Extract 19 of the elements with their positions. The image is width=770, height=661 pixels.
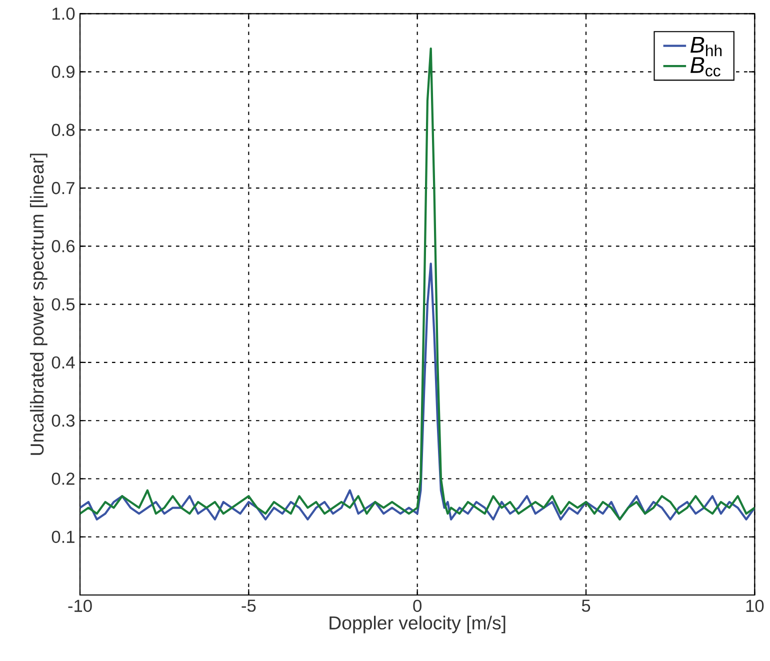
x-axis-title: Doppler velocity [m/s] xyxy=(330,616,506,634)
y-tick-label: 0.6 xyxy=(52,240,75,252)
y-axis-title: Uncalibrated power spectrum [linear] xyxy=(30,154,48,455)
x-tick-label: -5 xyxy=(242,600,256,612)
legend-label: B$_{cc}$ xyxy=(690,57,720,76)
legend-label: B$_{hh}$ xyxy=(690,36,722,56)
y-tick-label: 0.4 xyxy=(52,356,75,369)
y-tick-label: 0.9 xyxy=(52,66,74,78)
y-tick-label: 0.1 xyxy=(52,530,74,543)
x-tick-label: 0 xyxy=(413,600,422,612)
y-tick-label: 0.8 xyxy=(52,124,75,136)
y-tick-label: 0.5 xyxy=(52,298,75,310)
y-tick-label: 0.3 xyxy=(52,414,75,427)
y-tick-label: 1.0 xyxy=(52,8,75,20)
y-tick-label: 0.7 xyxy=(52,182,74,194)
x-tick-label: 5 xyxy=(582,600,590,612)
x-tick-label: 10 xyxy=(746,600,764,612)
y-tick-label: 0.2 xyxy=(52,472,74,485)
x-tick-label: -10 xyxy=(68,600,92,612)
